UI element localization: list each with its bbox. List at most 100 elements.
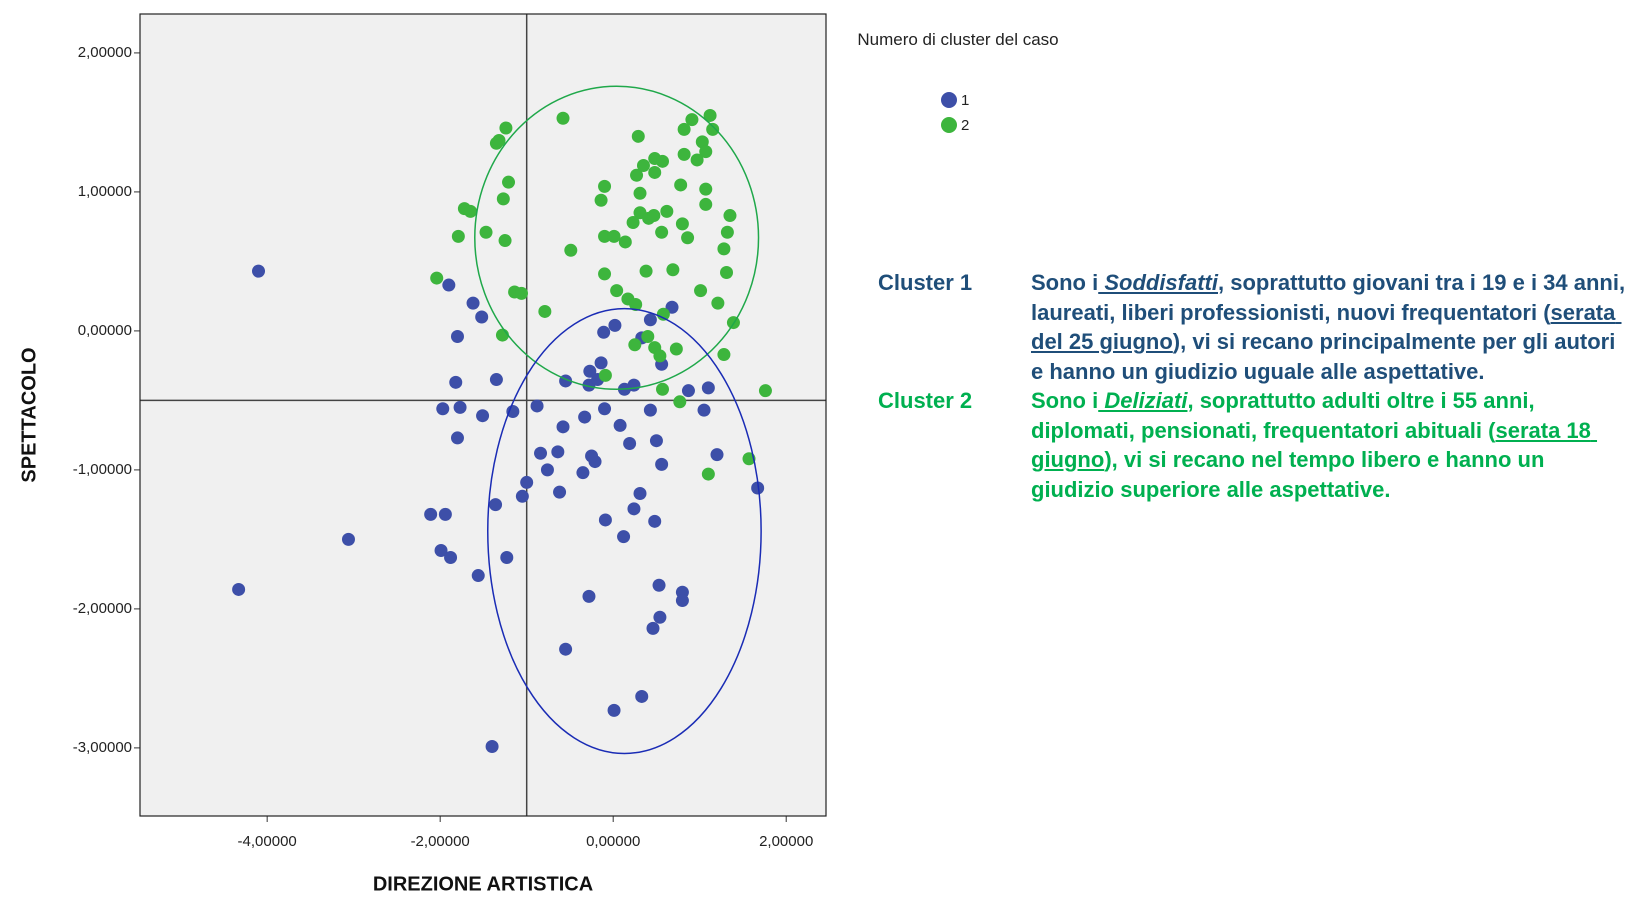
description-text: serata 18 giugno: [1031, 417, 1598, 473]
data-point: [232, 582, 246, 596]
data-point: [699, 197, 713, 211]
data-point: [648, 514, 662, 528]
data-point: [699, 182, 713, 196]
data-point: [515, 489, 529, 503]
data-point: [451, 229, 465, 243]
data-point: [506, 405, 520, 419]
description-text: Sono i: [1031, 270, 1099, 295]
data-point: [720, 266, 734, 280]
data-point: [608, 318, 622, 332]
data-point: [500, 550, 514, 564]
data-point: [551, 445, 565, 459]
data-point: [466, 296, 480, 310]
data-point: [585, 449, 599, 463]
data-point: [489, 498, 503, 512]
cluster-note: Cluster 2 Sono i Deliziati, soprattutto a…: [878, 386, 1644, 504]
data-point: [607, 703, 621, 717]
data-point: [627, 502, 641, 516]
data-point: [706, 122, 720, 136]
data-point: [449, 375, 463, 389]
data-point: [498, 234, 512, 248]
y-tick-label: 2,00000: [78, 44, 132, 61]
legend-marker: [941, 117, 957, 133]
data-point: [720, 225, 734, 239]
legend-label: 1: [961, 92, 969, 109]
data-point: [655, 457, 669, 471]
data-point: [479, 225, 493, 239]
data-point: [564, 243, 578, 257]
data-point: [489, 373, 503, 387]
data-point: [485, 740, 499, 754]
y-axis-title: SPETTACOLO: [18, 347, 40, 482]
data-point: [475, 310, 489, 324]
cluster-notes: Cluster 1 Sono i Soddisfatti, soprattutto…: [878, 268, 1644, 504]
data-point: [633, 186, 647, 200]
data-point: [453, 400, 467, 414]
cluster-note: Cluster 1 Sono i Soddisfatti, soprattutto…: [878, 268, 1644, 386]
data-point: [694, 284, 708, 298]
data-point: [553, 485, 567, 499]
data-point: [594, 356, 608, 370]
data-point: [430, 271, 444, 285]
data-point: [655, 225, 669, 239]
data-point: [444, 550, 458, 564]
data-point: [675, 217, 689, 231]
data-point: [674, 178, 688, 192]
data-point: [502, 175, 516, 189]
data-point: [656, 307, 670, 321]
data-point: [438, 507, 452, 521]
data-point: [476, 409, 490, 423]
description-text: serata del 25 giugno: [1031, 299, 1622, 355]
data-point: [583, 364, 597, 378]
data-point: [618, 235, 632, 249]
data-point: [675, 594, 689, 608]
data-point: [617, 530, 631, 544]
data-point: [598, 267, 612, 281]
y-tick-label: -3,00000: [73, 739, 132, 756]
data-point: [538, 304, 552, 318]
data-point: [598, 368, 612, 382]
data-point: [673, 395, 687, 409]
data-point: [450, 329, 464, 343]
legend-title: Numero di cluster del caso: [857, 30, 1059, 49]
data-point: [649, 434, 663, 448]
data-point: [623, 436, 637, 450]
x-tick-label: -4,00000: [238, 833, 297, 850]
data-point: [643, 403, 657, 417]
data-point: [252, 264, 266, 278]
data-point: [598, 229, 612, 243]
data-point: [341, 532, 355, 546]
data-point: [613, 418, 627, 432]
data-point: [639, 264, 653, 278]
y-tick-label: -1,00000: [73, 461, 132, 478]
data-point: [578, 410, 592, 424]
data-point: [666, 263, 680, 277]
data-point: [711, 296, 725, 310]
data-point: [701, 467, 715, 481]
cluster-ellipse: [474, 85, 760, 391]
data-point: [653, 349, 667, 363]
data-point: [434, 544, 448, 558]
description-text: , soprattutto adulti oltre i 55 anni, di…: [1031, 388, 1541, 443]
data-point: [656, 382, 670, 396]
data-point: [534, 446, 548, 460]
data-point: [598, 179, 612, 193]
data-point: [701, 381, 715, 395]
data-point: [576, 466, 590, 480]
data-point: [496, 192, 510, 206]
data-point: [656, 154, 670, 168]
data-point: [436, 402, 450, 416]
description-text: Soddisfatti: [1098, 270, 1218, 295]
data-point: [424, 507, 438, 521]
data-point: [556, 420, 570, 434]
description-text: , soprattutto giovani tra i 19 e i 34 an…: [1031, 270, 1632, 325]
y-tick-label: 1,00000: [78, 183, 132, 200]
data-point: [630, 168, 644, 182]
cluster-label: Cluster 1: [878, 270, 973, 295]
data-point: [717, 242, 731, 256]
data-point: [540, 463, 554, 477]
cluster-description: Sono i Deliziati, soprattutto adulti olt…: [1031, 386, 1631, 504]
data-point: [690, 153, 704, 167]
